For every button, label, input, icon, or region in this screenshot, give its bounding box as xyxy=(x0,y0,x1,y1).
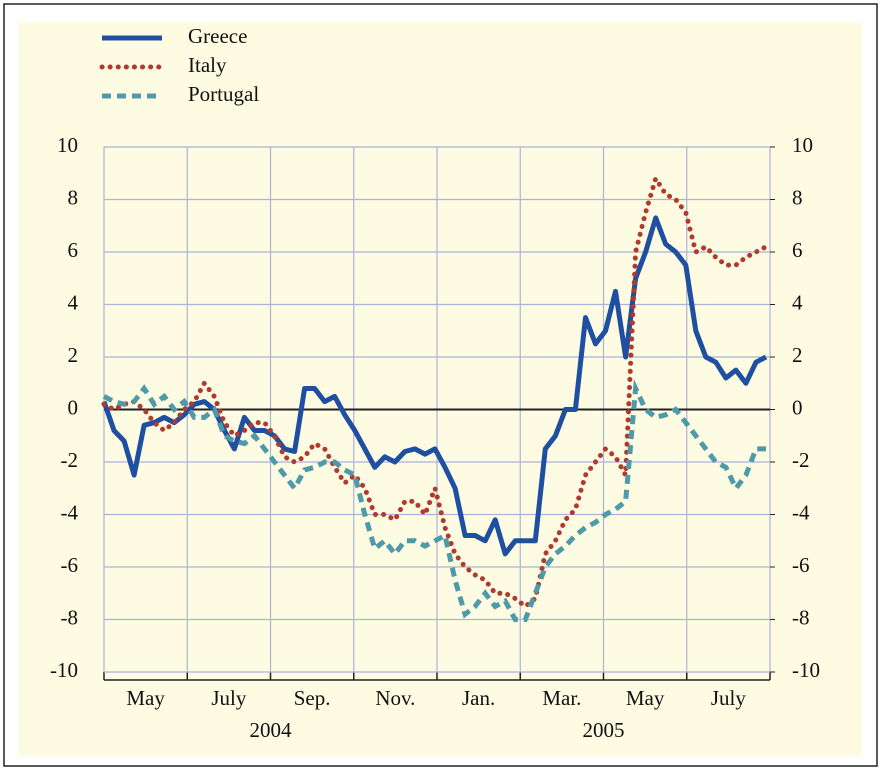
year-label: 2004 xyxy=(250,718,293,742)
y-tick-label: -4 xyxy=(61,500,79,524)
y2-tick-label: -4 xyxy=(792,500,810,524)
y2-tick-label: 4 xyxy=(792,290,803,314)
y2-tick-label: 2 xyxy=(792,343,803,367)
series-line xyxy=(102,379,766,622)
x-tick-label: May xyxy=(626,686,665,710)
y-tick-label: 0 xyxy=(68,395,79,419)
y-tick-label: 2 xyxy=(68,343,79,367)
legend-label: Italy xyxy=(188,53,227,77)
legend-label: Portugal xyxy=(188,82,259,106)
y-tick-label: 10 xyxy=(57,133,78,157)
x-tick-label: July xyxy=(711,686,747,710)
y2-tick-label: 10 xyxy=(792,133,813,157)
y-tick-label: 8 xyxy=(68,185,79,209)
y2-tick-label: 0 xyxy=(792,395,803,419)
y2-tick-label: -8 xyxy=(792,605,810,629)
series-line xyxy=(101,172,769,610)
legend-label: Greece xyxy=(188,24,247,48)
x-tick-label: May xyxy=(126,686,165,710)
y2-tick-label: 6 xyxy=(792,238,803,262)
x-tick-label: Sep. xyxy=(294,686,331,710)
y2-tick-label: -10 xyxy=(792,658,820,682)
y-tick-label: -2 xyxy=(61,448,79,472)
year-label: 2005 xyxy=(583,718,625,742)
y-tick-label: 6 xyxy=(68,238,79,262)
y2-tick-label: 8 xyxy=(792,185,803,209)
y2-tick-label: -2 xyxy=(792,448,810,472)
x-tick-label: Mar. xyxy=(542,686,581,710)
x-tick-label: Nov. xyxy=(375,686,415,710)
x-tick-label: Jan. xyxy=(462,686,495,710)
y-tick-label: -6 xyxy=(61,553,79,577)
y-tick-label: -10 xyxy=(50,658,78,682)
y2-tick-label: -6 xyxy=(792,553,810,577)
x-tick-label: July xyxy=(211,686,247,710)
y-tick-label: -8 xyxy=(61,605,79,629)
y-tick-label: 4 xyxy=(68,290,79,314)
